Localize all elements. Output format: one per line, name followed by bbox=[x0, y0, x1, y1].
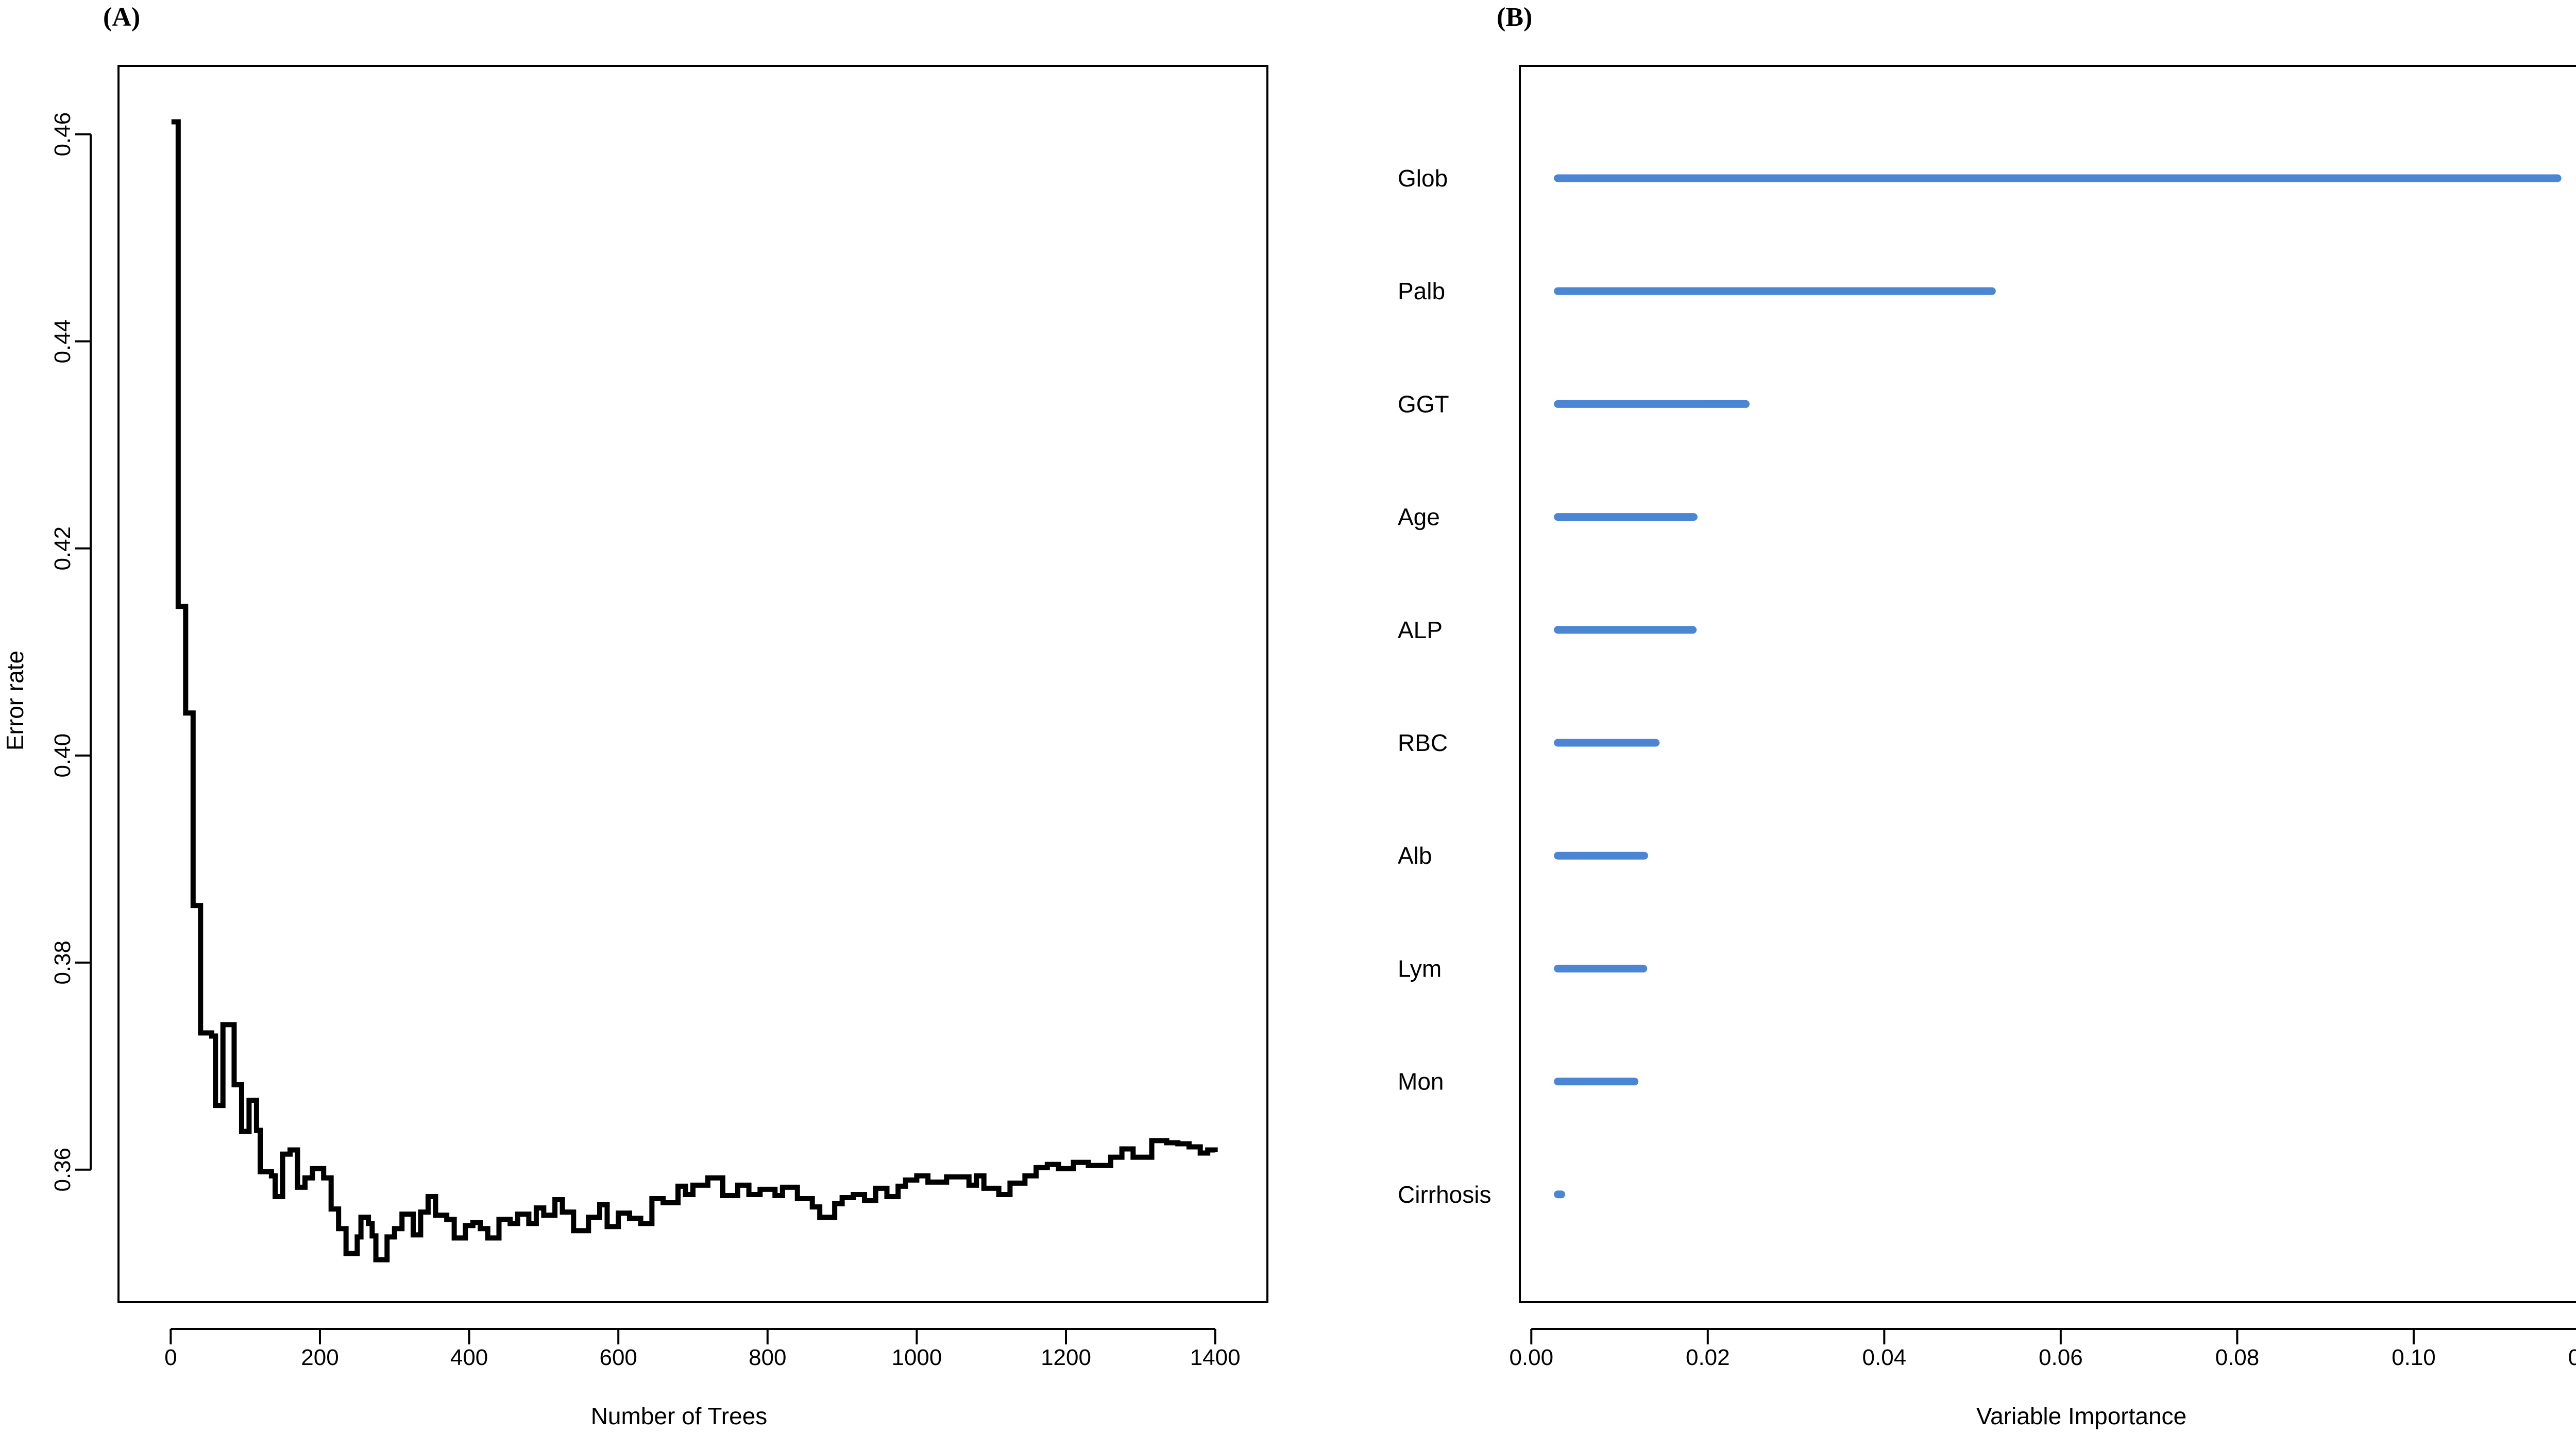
panel-a-x-tick-label: 400 bbox=[450, 1345, 488, 1370]
panel-a-y-axis-title: Error rate bbox=[2, 651, 28, 750]
panel-a-x-tick-label: 1200 bbox=[1041, 1345, 1091, 1370]
panel-b-bars bbox=[1554, 174, 2562, 1199]
panel-b-x-tick-label: 0.06 bbox=[2039, 1345, 2083, 1370]
panel-b-plot-frame bbox=[1519, 65, 2576, 1303]
category-label: Palb bbox=[1398, 278, 1445, 304]
category-label: ALP bbox=[1398, 617, 1443, 643]
panel-a-y-tick-label: 0.44 bbox=[50, 319, 75, 364]
panel-a-y-tick-label: 0.38 bbox=[50, 941, 75, 985]
panel-a-y-tick-label: 0.46 bbox=[50, 112, 75, 157]
panel-b: (B) 0.00 0.02 0.04 0.06 0.08 0.10 0.12 Glob Pal… bbox=[1398, 3, 2576, 1429]
category-label: Glob bbox=[1398, 165, 1448, 192]
panel-a-x-tick-label: 0 bbox=[164, 1345, 177, 1370]
panel-a: (A) 0 200 400 600 800 1000 1200 1400 0.360.380.… bbox=[2, 3, 1268, 1429]
panel-a-x-tick-label: 600 bbox=[599, 1345, 637, 1370]
panel-a-y-tick-label: 0.40 bbox=[50, 733, 75, 778]
panel-b-x-tick-label: 0.04 bbox=[1862, 1345, 1907, 1370]
category-label: GGT bbox=[1398, 390, 1449, 417]
panel-b-x-axis: 0.00 0.02 0.04 0.06 0.08 0.10 0.12 bbox=[1509, 1328, 2576, 1370]
category-label: Mon bbox=[1398, 1068, 1444, 1095]
panel-a-y-tick-label: 0.42 bbox=[50, 526, 75, 571]
panel-b-x-tick-label: 0.12 bbox=[2568, 1345, 2576, 1370]
category-label: RBC bbox=[1398, 729, 1448, 756]
panel-b-x-tick-label: 0.02 bbox=[1686, 1345, 1730, 1370]
panel-a-tag: (A) bbox=[103, 3, 140, 32]
category-label: Age bbox=[1398, 504, 1440, 531]
panel-a-x-axis-title: Number of Trees bbox=[591, 1403, 768, 1429]
panel-a-x-tick-label: 1400 bbox=[1190, 1345, 1241, 1370]
category-label: Lym bbox=[1398, 955, 1442, 982]
panel-a-plot-frame bbox=[117, 65, 1268, 1303]
panel-a-x-axis: 0 200 400 600 800 1000 1200 1400 bbox=[164, 1328, 1241, 1370]
panel-a-x-tick-label: 800 bbox=[749, 1345, 786, 1370]
panel-b-x-axis-title: Variable Importance bbox=[1976, 1403, 2187, 1429]
panel-b-categories: Glob Palb GGT Age ALP RBC Alb Lym Mon Cirrhosis bbox=[1398, 165, 1491, 1208]
panel-b-x-tick-label: 0.10 bbox=[2392, 1345, 2436, 1370]
panel-b-x-tick-label: 0.00 bbox=[1509, 1345, 1553, 1370]
panel-b-tag: (B) bbox=[1497, 3, 1532, 32]
category-label: Cirrhosis bbox=[1398, 1181, 1491, 1208]
panel-a-x-tick-label: 1000 bbox=[891, 1345, 942, 1370]
category-label: Alb bbox=[1398, 842, 1432, 869]
panel-a-x-tick-label: 200 bbox=[301, 1345, 338, 1370]
panel-a-y-tick-label: 0.36 bbox=[50, 1148, 75, 1192]
error-rate-line bbox=[171, 119, 1218, 1263]
panel-b-x-tick-label: 0.08 bbox=[2215, 1345, 2260, 1370]
panel-a-y-axis: 0.36 0.38 0.40 0.42 0.44 0.46 bbox=[50, 112, 92, 1192]
